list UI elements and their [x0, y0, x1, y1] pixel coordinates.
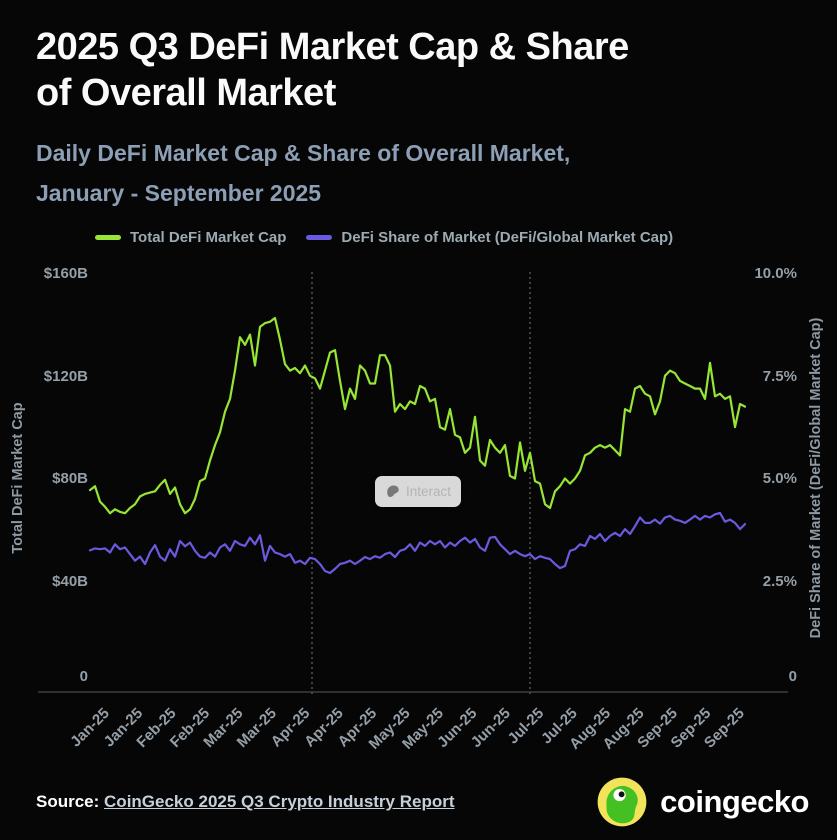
chart-legend: Total DeFi Market Cap DeFi Share of Mark… [95, 229, 673, 246]
source-link[interactable]: CoinGecko 2025 Q3 Crypto Industry Report [104, 792, 455, 811]
coingecko-logo-icon [597, 777, 647, 827]
legend-item-marketcap: Total DeFi Market Cap [95, 229, 286, 246]
y-left-tick-label: $120B [44, 368, 88, 385]
footer: Source: CoinGecko 2025 Q3 Crypto Industr… [36, 776, 809, 828]
y-right-tick-label: 2.5% [763, 573, 797, 590]
y-right-tick-label: 7.5% [763, 368, 797, 385]
y-right-tick-label: 10.0% [754, 265, 797, 282]
coingecko-wordmark: coingecko [660, 784, 809, 819]
y-left-tick-label: $40B [52, 573, 88, 590]
title-line-1: 2025 Q3 DeFi Market Cap & Share [36, 26, 629, 68]
gecko-hand-icon [387, 485, 399, 498]
subtitle-line-2: January - September 2025 [36, 180, 322, 206]
y-right-axis-title: DeFi Share of Market (DeFi/Global Market… [808, 317, 824, 638]
y-left-axis-title: Total DeFi Market Cap [10, 402, 26, 553]
coingecko-brand: coingecko [596, 776, 809, 828]
subtitle-line-1: Daily DeFi Market Cap & Share of Overall… [36, 140, 571, 166]
legend-item-share: DeFi Share of Market (DeFi/Global Market… [306, 229, 673, 246]
x-tick-label: Jul-25 [505, 705, 548, 748]
page-title: 2025 Q3 DeFi Market Cap & Share of Overa… [36, 24, 629, 116]
share-line-swatch [306, 235, 333, 240]
y-left-tick-label: $160B [44, 265, 88, 282]
marketcap-line-swatch [95, 235, 121, 240]
source-label: Source: [36, 792, 100, 811]
source-line: Source: CoinGecko 2025 Q3 Crypto Industr… [36, 792, 455, 812]
legend-label-marketcap: Total DeFi Market Cap [130, 229, 287, 246]
series-line-marketcap [88, 316, 747, 515]
y-right-tick-label: 5.0% [763, 470, 797, 487]
title-line-2: of Overall Market [36, 72, 336, 114]
interact-button[interactable]: Interact [375, 476, 461, 507]
page-subtitle: Daily DeFi Market Cap & Share of Overall… [36, 133, 570, 213]
legend-label-share: DeFi Share of Market (DeFi/Global Market… [341, 229, 674, 246]
y-right-tick-label: 0 [789, 668, 797, 685]
interact-label: Interact [405, 484, 451, 499]
y-left-tick-label: 0 [80, 668, 88, 685]
series-line-share [88, 511, 747, 575]
y-left-tick-label: $80B [52, 470, 88, 487]
